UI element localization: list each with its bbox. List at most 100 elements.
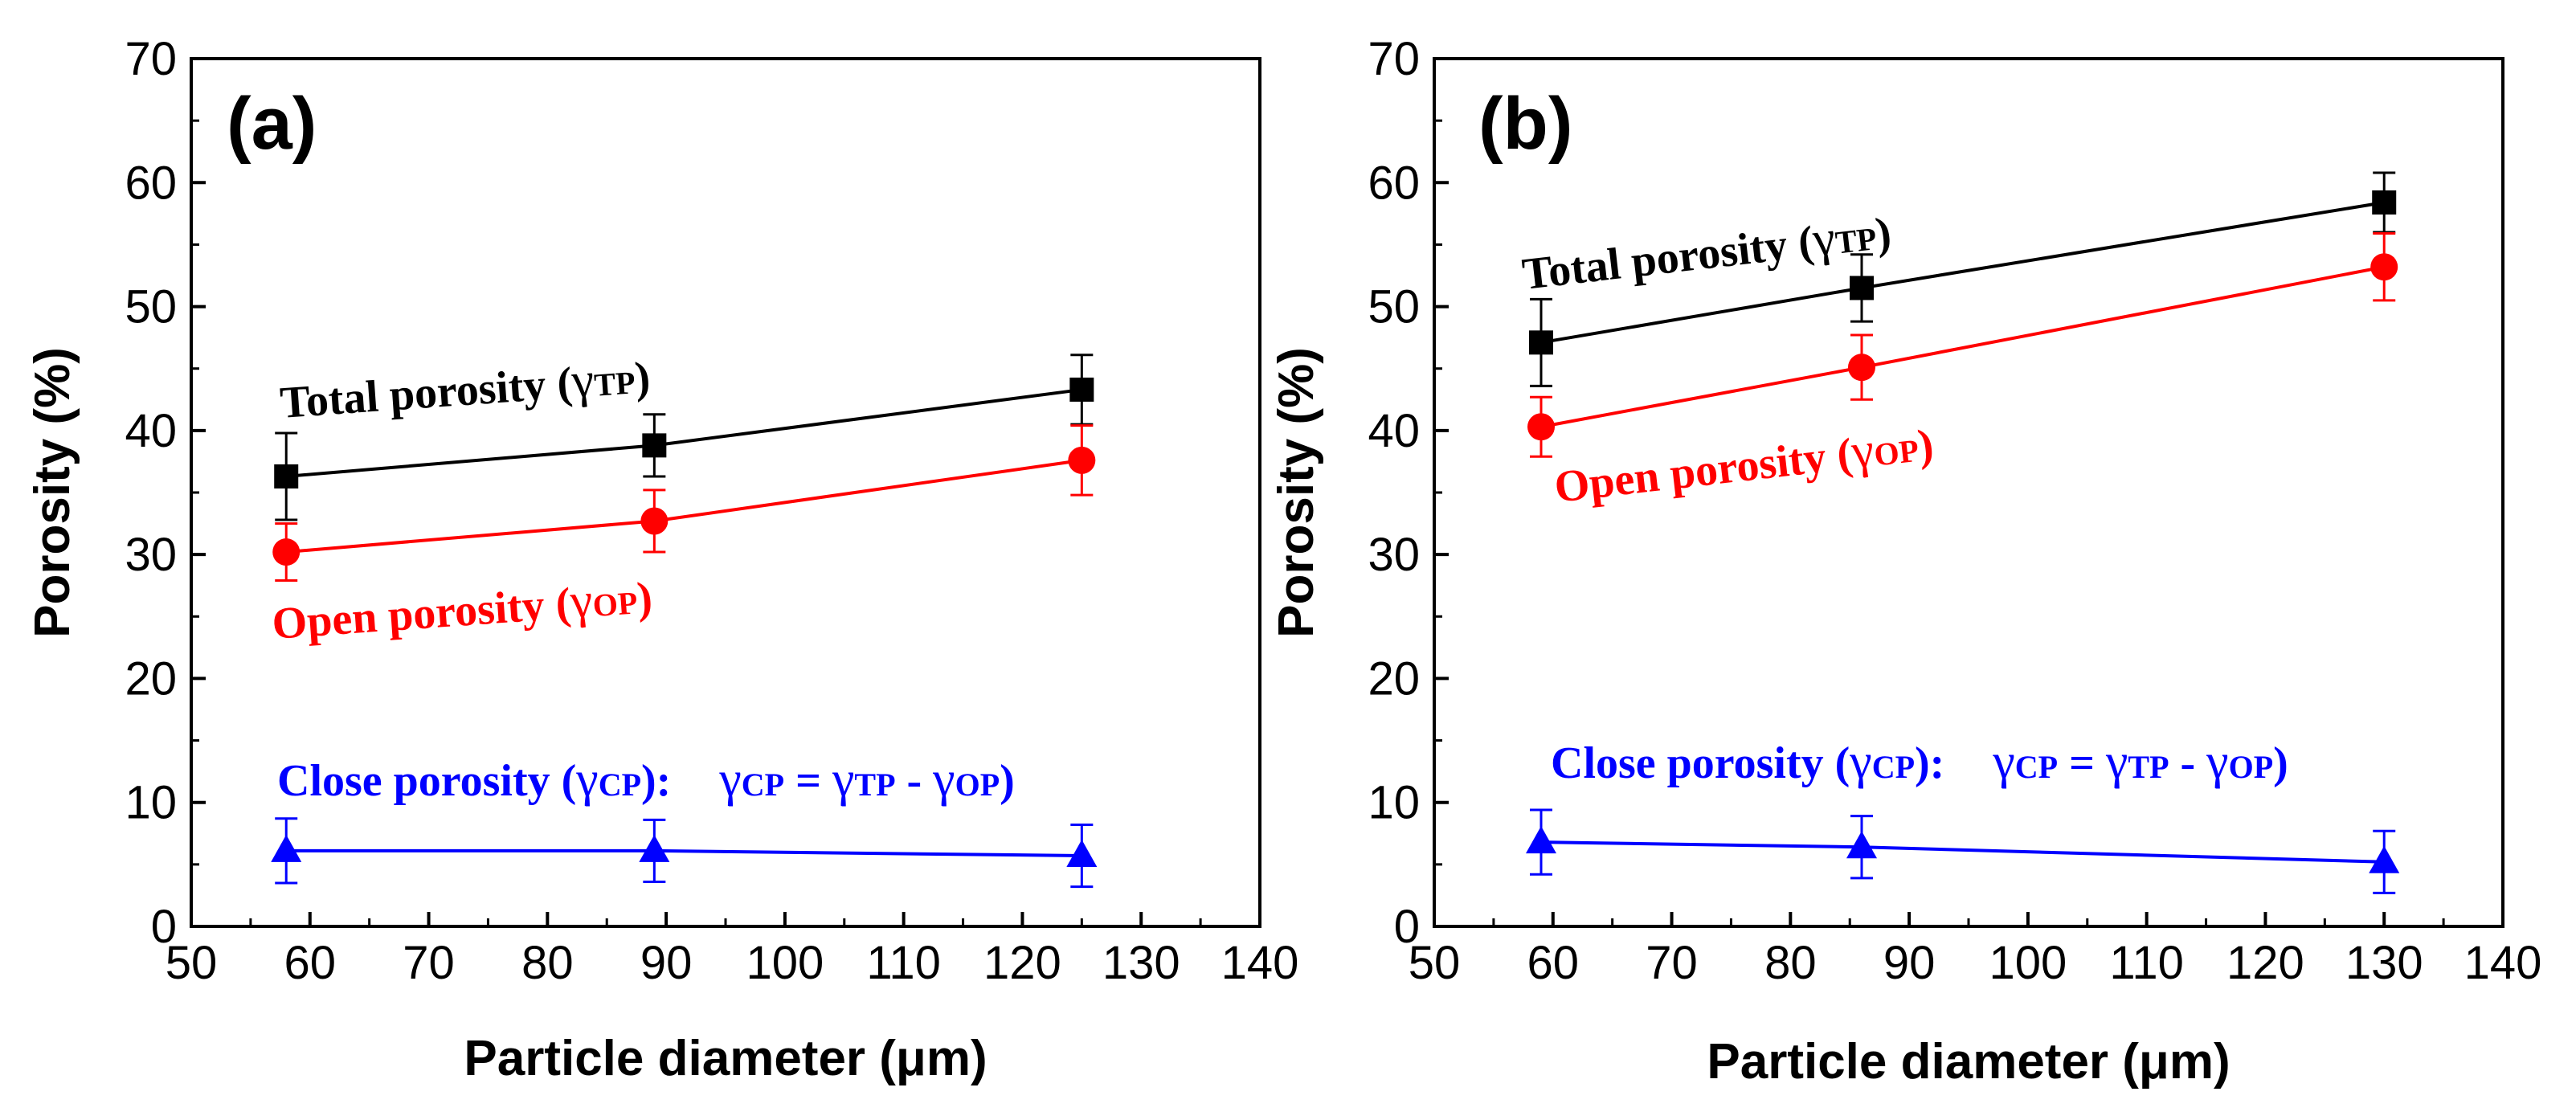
gamma-symbol: γ	[2105, 734, 2128, 789]
x-axis-title: Particle diameter (μm)	[464, 1031, 987, 1086]
x-axis-title: Particle diameter (μm)	[1707, 1034, 2230, 1090]
subscript: OP	[2229, 749, 2274, 785]
panel-label: (a)	[227, 83, 317, 165]
x-tick-label: 60	[284, 937, 337, 989]
annotation-open-porosity: Open porosity (γOP)	[270, 569, 654, 650]
gamma-symbol: γ	[569, 353, 595, 409]
data-point-triangle	[1846, 831, 1877, 859]
series-triangle	[1526, 808, 2400, 894]
data-point-circle	[272, 538, 301, 566]
minus-sign: -	[896, 756, 934, 806]
x-tick-label: 100	[1989, 937, 2067, 989]
annotation-close: )	[1000, 756, 1015, 806]
series-square	[274, 354, 1094, 521]
data-point-circle	[640, 507, 669, 535]
data-point-square	[274, 464, 299, 489]
subscript: TP	[2128, 749, 2169, 785]
annotation-text: Close porosity (	[277, 756, 576, 806]
equals-sign: =	[2058, 738, 2106, 788]
subscript: CP	[742, 767, 784, 803]
y-tick-label: 60	[1368, 157, 1420, 209]
annotation-open-porosity: Open porosity (γOP)	[1552, 416, 1936, 513]
x-tick-label: 110	[2109, 937, 2183, 989]
subscript: CP	[2015, 749, 2058, 785]
x-tick-label: 70	[403, 937, 455, 989]
y-tick-label: 0	[151, 901, 177, 953]
annotation-close: )	[2273, 738, 2288, 788]
y-tick-label: 20	[1368, 652, 1420, 705]
x-tick-label: 50	[166, 937, 218, 989]
data-point-triangle	[639, 834, 670, 862]
y-tick-label: 60	[125, 157, 177, 209]
gamma-symbol: γ	[1992, 734, 2014, 789]
equals-sign: =	[784, 756, 832, 806]
gamma-symbol: γ	[575, 752, 598, 807]
axis-ticks	[190, 57, 1261, 928]
series-line	[1540, 265, 2385, 429]
axis-ticks	[1433, 57, 2504, 928]
annotation-text: Total porosity (	[1519, 217, 1816, 300]
y-tick-label: 40	[1368, 405, 1420, 457]
annotation-close: ):	[1915, 738, 1944, 788]
x-tick-label: 80	[521, 937, 574, 989]
series-line	[1540, 840, 2385, 864]
y-tick-label: 50	[125, 281, 177, 333]
data-point-circle	[2370, 253, 2398, 281]
annotation-text: Close porosity (	[1551, 738, 1850, 788]
x-tick-label: 50	[1409, 937, 1461, 989]
gamma-symbol: γ	[1849, 734, 1871, 789]
annotation-close-porosity: Close porosity (γCP): γCP = γTP - γOP)	[1551, 734, 2288, 789]
annotation-text: Open porosity (	[1552, 429, 1854, 513]
subscript: CP	[1872, 749, 1915, 785]
series-line	[286, 848, 1082, 858]
y-tick-labels: 0 10 20 30 40 50 60 70	[125, 33, 177, 953]
annotation-close: )	[636, 573, 654, 623]
subscript: OP	[955, 767, 1000, 803]
subscript: TP	[593, 364, 636, 403]
gamma-symbol: γ	[832, 752, 854, 807]
x-tick-label: 120	[2226, 937, 2304, 989]
series-square	[1529, 171, 2397, 387]
chart-panel-a: 50 60 70 80 90 100 110 120 130 140 0 10 20 30 40 50 60 7…	[25, 33, 1298, 1086]
x-tick-label: 120	[983, 937, 1061, 989]
y-axis-title: Porosity (%)	[25, 347, 80, 638]
data-point-square	[1529, 330, 1553, 355]
annotation-total-porosity: Total porosity (γTP)	[1519, 204, 1894, 300]
subscript: OP	[591, 584, 639, 623]
gamma-symbol: γ	[2206, 734, 2228, 789]
annotation-text: Open porosity (	[271, 578, 573, 649]
series-triangle	[271, 817, 1098, 889]
annotation-text: Total porosity (	[279, 358, 574, 428]
data-point-circle	[1527, 413, 1555, 441]
y-tick-label: 30	[1368, 529, 1420, 581]
annotation-total-porosity: Total porosity (γTP)	[278, 349, 652, 429]
subscript: TP	[854, 767, 895, 803]
y-tick-label: 10	[125, 777, 177, 829]
x-tick-label: 90	[1883, 937, 1936, 989]
y-axis-title: Porosity (%)	[1269, 347, 1324, 638]
gamma-symbol: γ	[932, 752, 955, 807]
series-layer	[271, 354, 1098, 889]
y-tick-label: 0	[1394, 901, 1420, 953]
data-point-triangle	[271, 834, 302, 862]
annotation-close: ):	[641, 756, 671, 806]
y-tick-label: 40	[125, 405, 177, 457]
x-tick-labels: 50 60 70 80 90 100 110 120 130 140	[1409, 937, 2542, 989]
x-tick-label: 110	[866, 937, 940, 989]
x-tick-labels: 50 60 70 80 90 100 110 120 130 140	[166, 937, 1299, 989]
x-tick-label: 70	[1646, 937, 1698, 989]
x-tick-label: 80	[1764, 937, 1817, 989]
data-point-square	[1069, 377, 1094, 402]
x-tick-label: 140	[1221, 937, 1299, 989]
subscript: TP	[1834, 220, 1879, 260]
y-tick-label: 30	[125, 529, 177, 581]
x-tick-label: 60	[1527, 937, 1580, 989]
subscript: CP	[599, 767, 641, 803]
gamma-symbol: γ	[568, 573, 595, 629]
x-tick-label: 130	[1102, 937, 1180, 989]
series-layer	[1526, 171, 2400, 894]
y-tick-labels: 0 10 20 30 40 50 60 70	[1368, 33, 1420, 953]
x-tick-label: 100	[746, 937, 824, 989]
annotation-close: )	[633, 353, 652, 403]
